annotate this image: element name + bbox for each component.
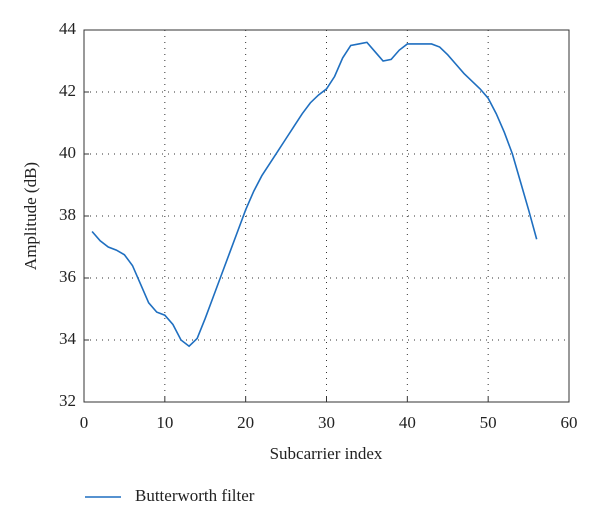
x-tick-label: 0 xyxy=(80,413,89,432)
y-tick-label: 42 xyxy=(59,81,76,100)
y-axis-label: Amplitude (dB) xyxy=(21,162,40,270)
legend-label: Butterworth filter xyxy=(135,486,255,505)
y-tick-label: 38 xyxy=(59,205,76,224)
y-tick-label: 40 xyxy=(59,143,76,162)
x-axis-label: Subcarrier index xyxy=(270,444,383,463)
x-tick-label: 30 xyxy=(318,413,335,432)
x-tick-label: 20 xyxy=(237,413,254,432)
plot-frame xyxy=(83,29,570,403)
x-tick-label: 10 xyxy=(156,413,173,432)
y-tick-label: 34 xyxy=(59,329,77,348)
x-tick-label: 50 xyxy=(480,413,497,432)
x-tick-label: 40 xyxy=(399,413,416,432)
data-line xyxy=(91,41,538,348)
y-tick-label: 36 xyxy=(59,267,76,286)
y-tick-label: 32 xyxy=(59,391,76,410)
y-tick-label: 44 xyxy=(59,19,77,38)
x-tick-label: 60 xyxy=(561,413,578,432)
